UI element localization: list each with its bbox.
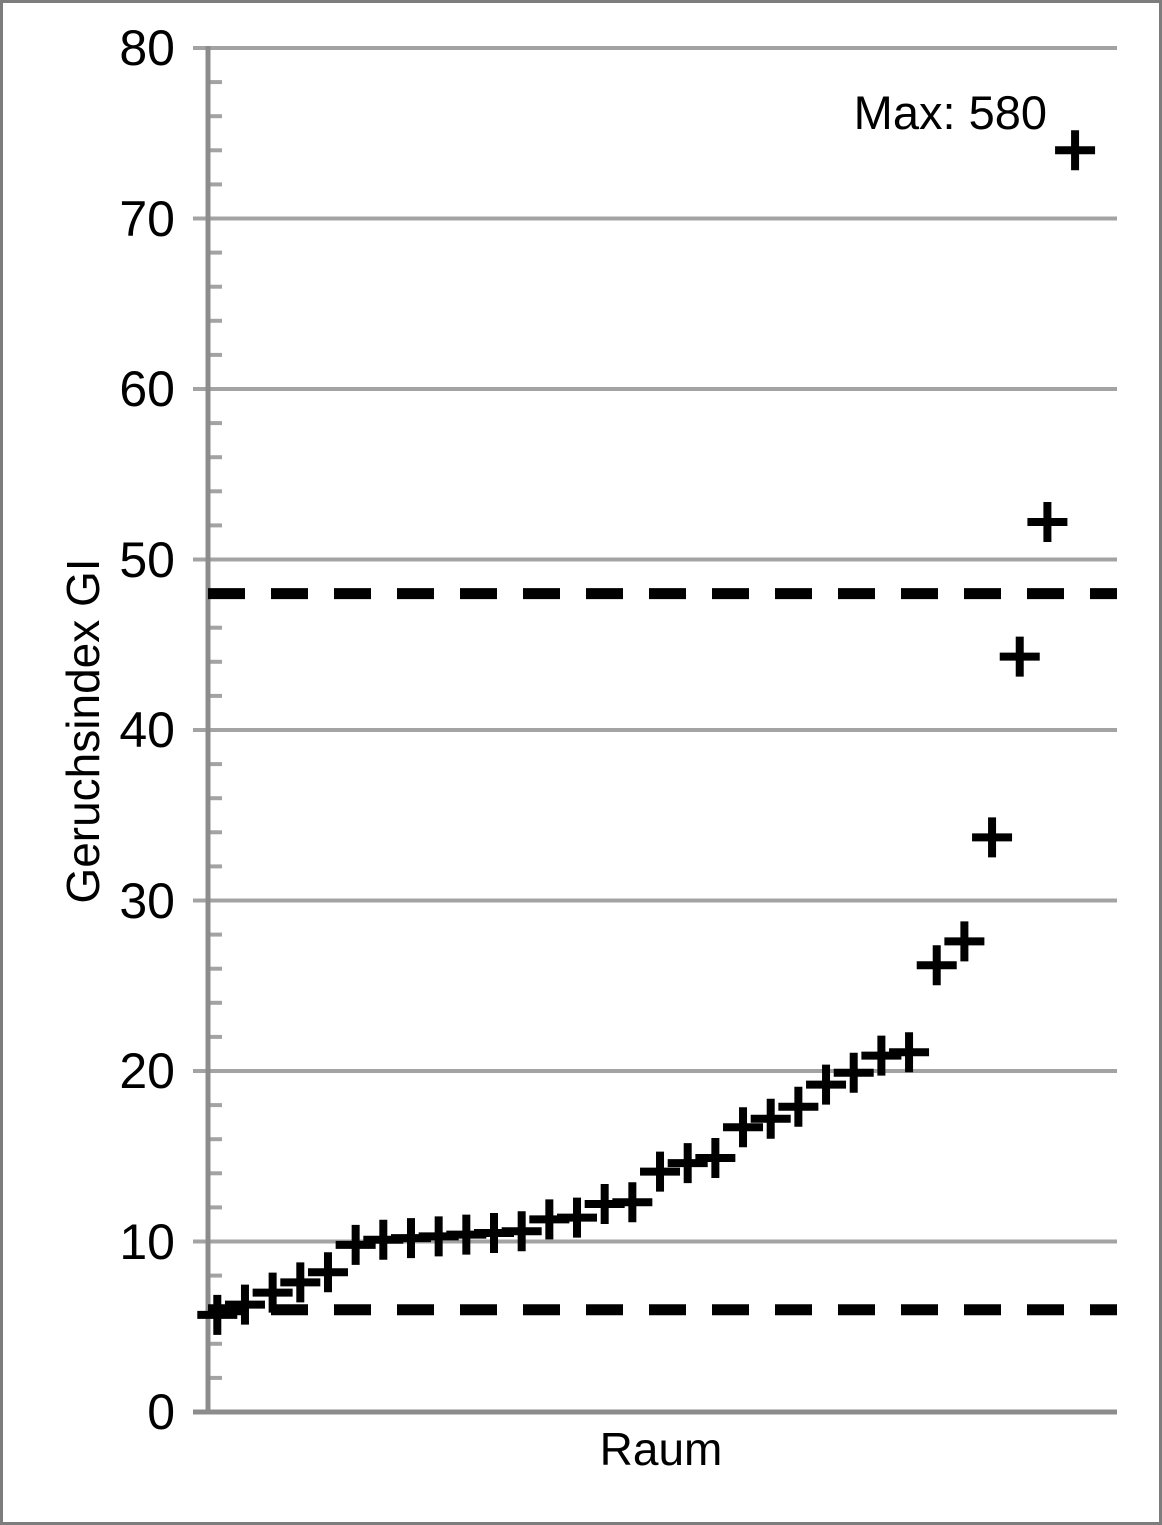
y-tick-label-50: 50 xyxy=(119,531,175,588)
data-point-marker xyxy=(612,1182,653,1223)
data-point-marker xyxy=(889,1032,930,1073)
data-point-marker xyxy=(778,1086,819,1127)
x-axis-title: Raum xyxy=(599,1423,723,1475)
data-point-marker xyxy=(806,1064,847,1105)
data-point-marker xyxy=(916,945,957,986)
data-point-marker xyxy=(972,817,1013,858)
data-point-marker xyxy=(557,1197,598,1238)
data-point-marker xyxy=(1027,501,1068,542)
plot-area xyxy=(193,46,1117,1415)
data-point-marker xyxy=(833,1052,874,1093)
y-tick-label-60: 60 xyxy=(119,361,175,417)
y-tick-label-0: 0 xyxy=(147,1384,175,1440)
y-tick-label-40: 40 xyxy=(119,702,175,758)
data-point-marker xyxy=(252,1272,293,1313)
y-tick-label-70: 70 xyxy=(119,190,175,247)
data-point-marker xyxy=(667,1143,708,1184)
data-point-marker xyxy=(695,1137,736,1178)
data-point-marker xyxy=(999,636,1040,677)
data-point-marker xyxy=(750,1098,791,1139)
max-annotation: Max: 580 xyxy=(853,86,1047,139)
data-point-marker xyxy=(640,1151,681,1192)
data-point-marker xyxy=(944,921,985,962)
y-tick-label-30: 30 xyxy=(119,872,175,929)
data-point-marker xyxy=(197,1294,238,1335)
data-point-marker xyxy=(723,1107,764,1148)
data-point-marker xyxy=(1055,130,1096,171)
data-point-marker xyxy=(224,1284,265,1325)
y-tick-label-10: 10 xyxy=(119,1213,175,1270)
data-point-marker xyxy=(335,1224,376,1265)
y-tick-label-20: 20 xyxy=(119,1043,175,1099)
y-axis-title: Geruchsindex GI xyxy=(57,558,109,904)
data-point-marker xyxy=(280,1262,321,1303)
y-tick-label-80: 80 xyxy=(119,20,175,76)
data-point-marker xyxy=(501,1211,542,1252)
data-point-marker xyxy=(307,1252,348,1293)
